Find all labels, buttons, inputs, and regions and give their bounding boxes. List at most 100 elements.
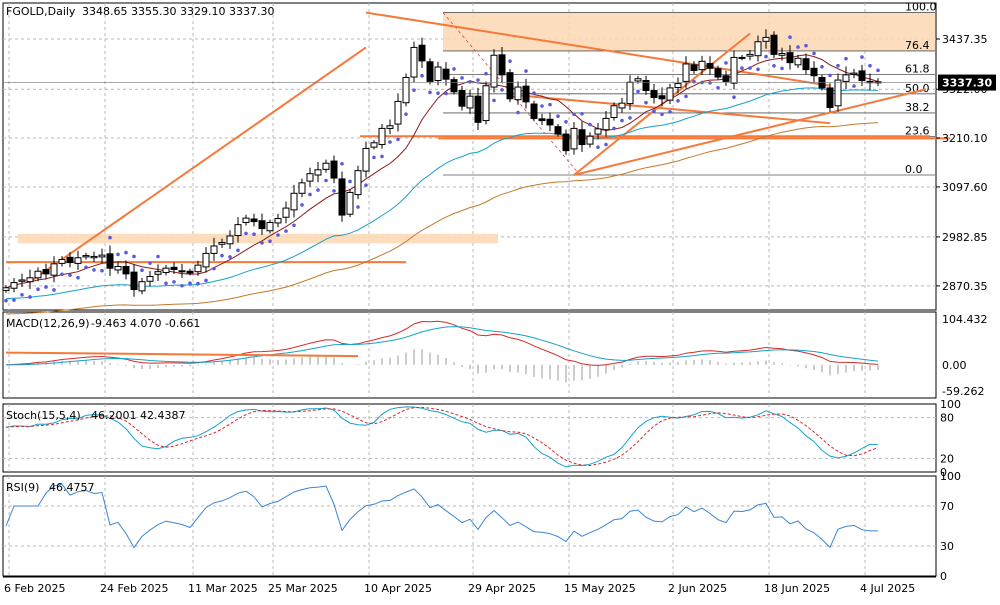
sar-dot: [492, 98, 496, 103]
sar-dot: [756, 67, 760, 72]
candle-up: [162, 267, 170, 274]
candle: [266, 219, 274, 234]
x-axis-label: 25 Mar 2025: [268, 582, 338, 595]
candle: [282, 201, 290, 224]
panel-frame-main: [2, 2, 937, 311]
fib-level-label: 38.2: [905, 101, 930, 114]
candle-down: [258, 220, 266, 230]
candle-down: [450, 79, 458, 93]
sar-dot: [636, 89, 640, 94]
candle-up: [306, 173, 314, 182]
sar-dot: [444, 91, 448, 96]
macd-line: [5, 320, 879, 366]
sar-dot: [468, 80, 472, 84]
sar-dot: [780, 66, 784, 71]
candle-up: [570, 127, 578, 150]
price-tick-label: 3437.35: [942, 33, 988, 46]
candle: [322, 159, 330, 173]
candle-down: [42, 269, 50, 275]
sar-dot: [28, 295, 32, 299]
candle-up: [410, 46, 418, 78]
sar-dot: [764, 54, 768, 59]
candle: [418, 37, 426, 68]
panel-frame-stoch: [2, 403, 937, 473]
stoch-tick-label: 20: [940, 452, 954, 465]
candle-up: [98, 254, 106, 258]
sar-dot: [324, 178, 328, 183]
candle: [874, 78, 882, 87]
candle-up: [634, 78, 642, 82]
candle: [690, 61, 698, 74]
sar-dot: [220, 253, 224, 258]
candle: [802, 53, 810, 75]
candle: [258, 213, 266, 236]
sar-dot: [436, 91, 440, 95]
candle: [346, 189, 354, 218]
sar-dot: [236, 248, 240, 253]
sar-dot: [788, 35, 792, 40]
candle: [154, 264, 162, 281]
candle-up: [850, 72, 858, 75]
sar-dot: [196, 281, 200, 286]
sar-dot: [580, 111, 584, 116]
candle: [34, 267, 42, 282]
rsi-tick-label: 0: [940, 570, 947, 583]
fib-level-label: 61.8: [905, 63, 930, 76]
candle-down: [250, 218, 258, 223]
candle-down: [474, 95, 482, 123]
stoch-signal-line: [5, 406, 879, 467]
sar-dot: [276, 233, 280, 237]
x-axis-label: 18 Jun 2025: [764, 582, 830, 595]
sar-dot: [364, 183, 368, 187]
candle: [834, 73, 842, 112]
candle-down: [498, 54, 506, 76]
candle-up: [90, 255, 98, 259]
candle-up: [354, 170, 362, 196]
panel-frame-macd: [2, 311, 937, 399]
candle: [570, 122, 578, 155]
sar-dot: [452, 67, 456, 71]
candle: [730, 50, 738, 90]
sar-dot: [508, 59, 512, 63]
candle: [434, 61, 442, 86]
candle: [762, 29, 770, 49]
candle: [786, 45, 794, 70]
candle-up: [146, 275, 154, 282]
candle: [642, 75, 650, 95]
sar-dot: [36, 287, 40, 292]
candle-up: [378, 127, 386, 146]
x-axis-label: 10 Apr 2025: [364, 582, 432, 595]
sar-dot: [156, 254, 160, 259]
candle-up: [666, 87, 674, 101]
rsi-tick-label: 70: [940, 500, 954, 513]
candle: [610, 102, 618, 121]
sar-dot: [4, 298, 8, 303]
candle: [218, 238, 226, 248]
candle-up: [434, 66, 442, 82]
x-axis-label: 2 Jun 2025: [668, 582, 727, 595]
candle-down: [426, 61, 434, 82]
candle-up: [114, 265, 122, 271]
sar-dot: [732, 95, 736, 99]
sar-dot: [860, 55, 864, 59]
sar-dot: [204, 278, 208, 283]
candle-up: [18, 279, 26, 282]
candle-up: [626, 81, 634, 105]
candle: [594, 123, 602, 140]
sar-dot: [44, 285, 48, 289]
candle: [74, 250, 82, 270]
candle: [42, 263, 50, 280]
candle: [602, 110, 610, 137]
sar-dot: [652, 109, 656, 114]
macd-tick-label: 0.00: [942, 359, 967, 372]
sar-dot: [852, 84, 856, 88]
candle: [618, 97, 626, 113]
candle-down: [538, 118, 546, 122]
stoch-tick-label: 100: [940, 398, 961, 411]
x-axis-label: 29 Apr 2025: [468, 582, 536, 595]
sar-dot: [724, 61, 728, 65]
candle: [714, 65, 722, 80]
candle-down: [810, 67, 818, 77]
sar-dot: [804, 43, 808, 48]
